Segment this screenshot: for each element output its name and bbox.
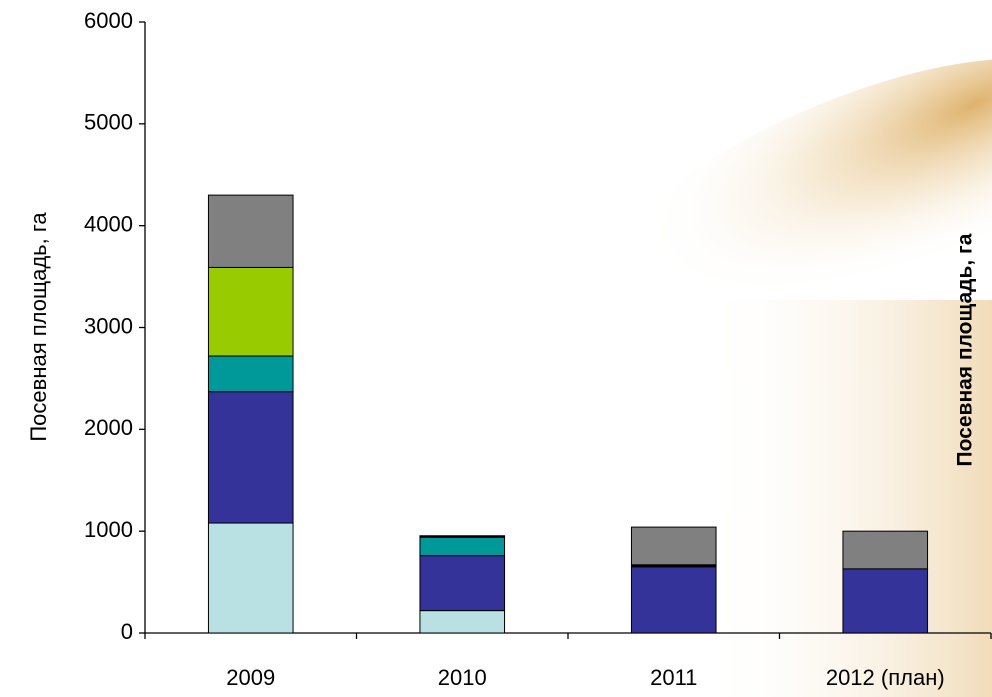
y-tick-label: 1000	[84, 517, 133, 542]
x-tick-label: 2010	[438, 665, 487, 690]
bar-segment	[842, 530, 929, 570]
bar-segment	[207, 194, 294, 268]
bar-segment	[207, 266, 294, 357]
bar-segment	[842, 568, 929, 634]
bar-segment	[419, 555, 506, 612]
x-tick-label: 2012 (план)	[826, 665, 945, 690]
bar-segment	[419, 536, 506, 557]
y-tick-label: 5000	[84, 110, 133, 135]
y-tick-label: 0	[121, 619, 133, 644]
bar-segment	[207, 522, 294, 634]
y-tick-label: 2000	[84, 415, 133, 440]
background-wheat	[700, 300, 992, 697]
bar-segment	[419, 610, 506, 634]
bar-segment	[630, 526, 717, 566]
bar-segment	[207, 391, 294, 524]
secondary-axis-title: Посевная площадь, га	[954, 233, 977, 466]
bar-segment	[207, 355, 294, 393]
y-axis-title: Посевная площадь, га	[26, 212, 51, 442]
x-tick-label: 2011	[650, 665, 697, 690]
y-tick-label: 4000	[84, 211, 133, 236]
x-tick-label: 2009	[226, 665, 275, 690]
bar-segment	[419, 535, 506, 538]
bar-segment	[630, 566, 717, 634]
y-tick-label: 3000	[84, 313, 133, 338]
y-tick-label: 6000	[84, 8, 133, 33]
background-wheat	[554, 58, 992, 382]
